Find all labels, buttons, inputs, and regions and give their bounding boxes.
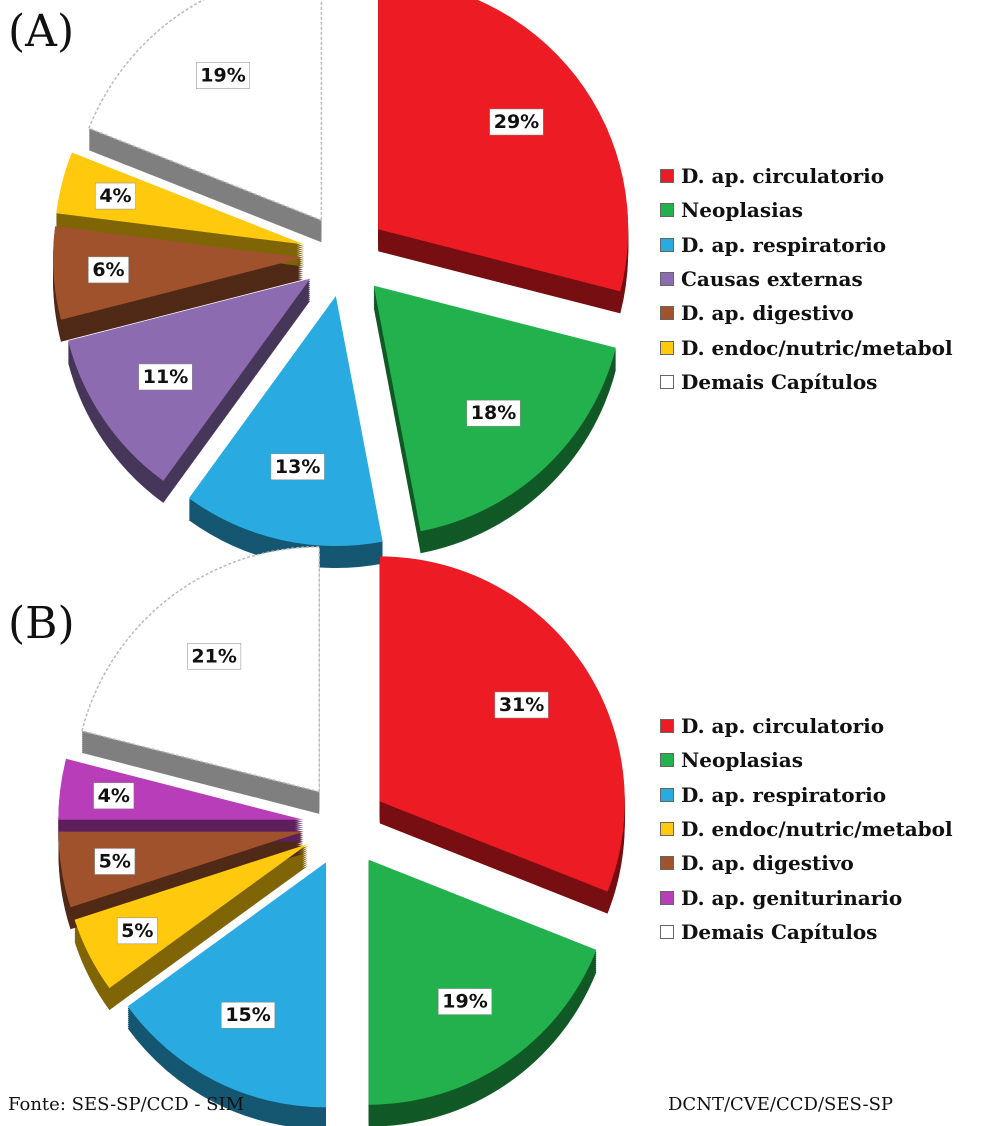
svg-text:31%: 31% — [499, 694, 544, 716]
value-label-d-ap-respiratorio: 13% — [270, 453, 325, 481]
legend-swatch — [660, 753, 674, 768]
legend-swatch — [660, 924, 674, 939]
svg-text:18%: 18% — [471, 402, 516, 424]
legend-swatch — [660, 169, 674, 184]
value-label-d-ap-digestivo: 5% — [94, 848, 136, 875]
svg-text:11%: 11% — [143, 366, 188, 388]
credit-note: DCNT/CVE/CCD/SES-SP — [668, 1094, 894, 1115]
legend-b: D. ap. circulatorio Neoplasias D. ap. resp… — [660, 709, 953, 949]
source-note: Fonte: SES-SP/CCD - SIM — [8, 1094, 245, 1115]
legend-label: Causas externas — [681, 267, 863, 292]
svg-text:15%: 15% — [225, 1004, 270, 1026]
slice-d-endoc-nutric-metabol — [74, 844, 308, 989]
legend-item-d-ap-geniturinario: D. ap. geniturinario — [660, 880, 953, 914]
legend-label: D. ap. geniturinario — [681, 885, 903, 910]
legend-label: D. ap. circulatorio — [681, 714, 885, 739]
legend-swatch — [660, 237, 674, 252]
legend-item-d-endoc-nutric-metabol: D. endoc/nutric/metabol — [660, 330, 953, 364]
legend-item-d-ap-respiratorio: D. ap. respiratorio — [660, 778, 953, 812]
value-label-demais-cap-tulos: 21% — [187, 643, 242, 670]
svg-text:4%: 4% — [98, 785, 130, 807]
panel-label-b: (B) — [8, 598, 75, 649]
svg-text:19%: 19% — [442, 991, 487, 1013]
legend-item-neoplasias: Neoplasias — [660, 193, 953, 227]
legend-label: D. ap. circulatorio — [681, 164, 885, 189]
legend-swatch — [660, 306, 674, 321]
legend-swatch — [660, 719, 674, 734]
value-label-d-ap-digestivo: 6% — [88, 256, 129, 284]
legend-label: D. ap. respiratorio — [681, 782, 887, 807]
slice-d-ap-circulatorio — [378, 0, 629, 292]
value-label-d-ap-circulatorio: 31% — [494, 691, 549, 719]
slice-d-ap-respiratorio — [127, 862, 326, 1108]
legend-swatch — [660, 787, 674, 802]
value-label-neoplasias: 18% — [466, 399, 521, 427]
legend-item-d-ap-circulatorio: D. ap. circulatorio — [660, 159, 953, 193]
legend-item-d-ap-respiratorio: D. ap. respiratorio — [660, 228, 953, 262]
legend-swatch — [660, 890, 674, 905]
value-label-d-endoc-nutric-metabol: 4% — [95, 182, 136, 210]
value-label-d-ap-geniturinario: 4% — [93, 782, 135, 810]
svg-text:13%: 13% — [275, 456, 320, 478]
legend-label: Demais Capítulos — [681, 919, 878, 944]
slice-neoplasias — [368, 859, 597, 1105]
value-label-causas-externas: 11% — [138, 363, 193, 391]
legend-swatch — [660, 203, 674, 218]
svg-text:29%: 29% — [494, 111, 539, 133]
slice-demais-cap-tulos — [87, 0, 323, 222]
legend-item-causas-externas: Causas externas — [660, 262, 953, 296]
value-label-neoplasias: 19% — [438, 988, 492, 1015]
svg-text:4%: 4% — [99, 185, 131, 207]
slice-d-endoc-nutric-metabol — [56, 152, 305, 245]
value-label-demais-cap-tulos: 19% — [196, 62, 251, 89]
svg-text:5%: 5% — [121, 920, 153, 942]
legend-item-demais-cap-tulos: Demais Capítulos — [660, 915, 953, 949]
value-label-d-endoc-nutric-metabol: 5% — [116, 917, 158, 945]
panel-label-a: (A) — [8, 6, 75, 57]
legend-label: D. ap. digestivo — [681, 851, 854, 876]
legend-item-d-endoc-nutric-metabol: D. endoc/nutric/metabol — [660, 812, 953, 846]
legend-item-d-ap-digestivo: D. ap. digestivo — [660, 296, 953, 330]
slice-d-ap-digestivo — [53, 226, 304, 320]
legend-label: D. ap. digestivo — [681, 301, 854, 326]
slice-d-ap-respiratorio — [188, 295, 383, 546]
pie-chart-a: 29% 18% 13% 11% 6% 4% 19% — [53, 0, 629, 568]
legend-swatch — [660, 856, 674, 871]
value-label-d-ap-circulatorio: 29% — [489, 108, 544, 136]
legend-label: D. endoc/nutric/metabol — [681, 335, 953, 360]
legend-label: Neoplasias — [681, 748, 803, 773]
value-label-d-ap-respiratorio: 15% — [221, 1001, 276, 1029]
slice-d-ap-circulatorio — [379, 556, 625, 892]
pie-chart-b: 31% 19% 15% 5% 5% 4% 21% — [58, 546, 625, 1126]
svg-text:19%: 19% — [200, 65, 245, 87]
legend-label: Neoplasias — [681, 198, 803, 223]
legend-label: D. ap. respiratorio — [681, 232, 887, 257]
legend-swatch — [660, 822, 674, 837]
legend-label: Demais Capítulos — [681, 369, 878, 394]
legend-item-d-ap-digestivo: D. ap. digestivo — [660, 846, 953, 880]
legend-swatch — [660, 272, 674, 287]
svg-text:21%: 21% — [191, 645, 236, 667]
legend-item-d-ap-circulatorio: D. ap. circulatorio — [660, 709, 953, 743]
legend-swatch — [660, 340, 674, 355]
svg-text:6%: 6% — [92, 259, 124, 281]
legend-swatch — [660, 374, 674, 389]
legend-item-demais-cap-tulos: Demais Capítulos — [660, 365, 953, 399]
legend-a: D. ap. circulatorio Neoplasias D. ap. resp… — [660, 159, 953, 399]
legend-item-neoplasias: Neoplasias — [660, 743, 953, 777]
svg-text:5%: 5% — [99, 850, 131, 872]
legend-label: D. endoc/nutric/metabol — [681, 817, 953, 842]
